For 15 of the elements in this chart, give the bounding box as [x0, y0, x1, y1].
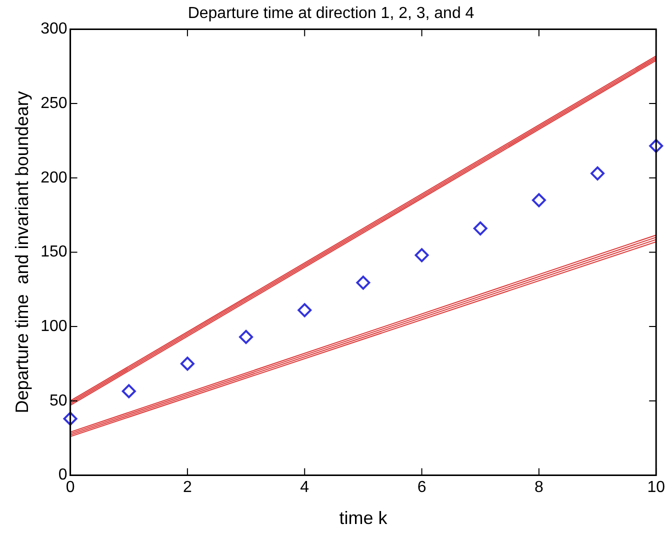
y-tick-label: 50 — [50, 392, 68, 410]
x-axis-title: time k — [339, 508, 388, 528]
x-tick-label: 6 — [417, 479, 426, 496]
x-tick-label: 10 — [647, 479, 666, 496]
x-tick-label: 2 — [183, 479, 192, 496]
y-tick-label: 0 — [58, 466, 68, 484]
chart-title: Departure time at direction 1, 2, 3, and 4 — [188, 5, 474, 22]
x-tick-label: 8 — [534, 479, 544, 496]
y-tick-label: 200 — [40, 169, 68, 186]
y-tick-label: 100 — [40, 318, 68, 335]
y-axis-title: Departure time and invariant boundeary — [12, 91, 32, 414]
x-tick-label: 4 — [300, 479, 310, 496]
y-tick-label: 300 — [40, 20, 68, 38]
y-tick-label: 250 — [40, 94, 68, 112]
y-tick-label: 150 — [40, 244, 68, 261]
